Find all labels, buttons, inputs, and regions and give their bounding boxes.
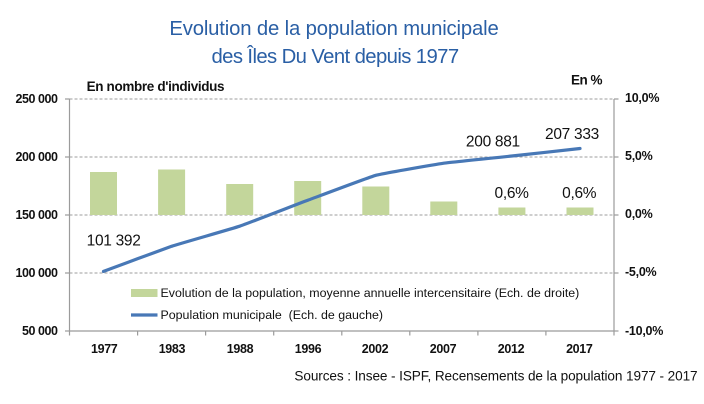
svg-text:2012: 2012 [498,342,525,356]
svg-text:100 000: 100 000 [15,266,58,280]
svg-text:200 881: 200 881 [466,133,520,150]
svg-text:1996: 1996 [295,342,322,356]
svg-text:1983: 1983 [159,342,186,356]
svg-text:En %: En % [571,73,603,88]
svg-text:5,0%: 5,0% [625,149,653,163]
svg-text:10,0%: 10,0% [625,91,659,105]
svg-text:250 000: 250 000 [15,92,58,106]
svg-text:101 392: 101 392 [87,233,141,250]
svg-text:Population municipale (Ech. d: Population municipale (Ech. de gauche) [161,308,383,322]
svg-text:50 000: 50 000 [22,324,58,338]
svg-text:Evolution de la population mun: Evolution de la population municipale [169,18,498,40]
svg-text:En nombre d'individus: En nombre d'individus [87,79,225,94]
svg-text:2002: 2002 [362,342,389,356]
svg-text:Evolution de la population, mo: Evolution de la population, moyenne annu… [161,286,580,300]
svg-text:Sources : Insee - ISPF, Recens: Sources : Insee - ISPF, Recensements de … [294,369,697,384]
svg-text:2017: 2017 [566,342,593,356]
svg-text:0,0%: 0,0% [625,207,653,221]
svg-text:2007: 2007 [430,342,457,356]
svg-text:0,6%: 0,6% [562,185,597,202]
svg-text:-5,0%: -5,0% [625,265,657,279]
svg-text:150 000: 150 000 [15,208,58,222]
svg-text:-10,0%: -10,0% [625,324,663,338]
svg-text:des Îles Du Vent depuis 1977: des Îles Du Vent depuis 1977 [211,45,458,68]
svg-text:1977: 1977 [91,342,118,356]
svg-text:1988: 1988 [227,342,254,356]
svg-text:200 000: 200 000 [15,150,58,164]
svg-text:207 333: 207 333 [545,126,599,143]
svg-text:0,6%: 0,6% [495,185,530,202]
